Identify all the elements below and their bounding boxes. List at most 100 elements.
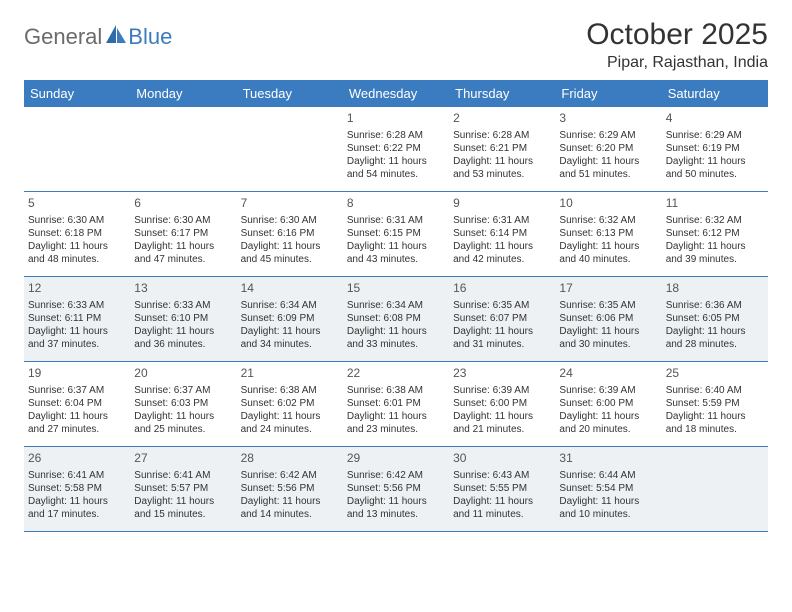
dow-monday: Monday bbox=[130, 80, 236, 107]
day-info-line: and 40 minutes. bbox=[559, 253, 657, 266]
day-cell: 3Sunrise: 6:29 AMSunset: 6:20 PMDaylight… bbox=[555, 107, 661, 191]
day-info-line: Daylight: 11 hours bbox=[453, 155, 551, 168]
day-number: 5 bbox=[28, 196, 126, 212]
brand-sail-icon bbox=[106, 25, 126, 43]
day-number: 6 bbox=[134, 196, 232, 212]
day-info-line: Sunrise: 6:42 AM bbox=[241, 469, 339, 482]
day-info-line: Sunrise: 6:33 AM bbox=[28, 299, 126, 312]
day-number: 24 bbox=[559, 366, 657, 382]
day-info-line: Sunset: 6:17 PM bbox=[134, 227, 232, 240]
day-info-line: Daylight: 11 hours bbox=[134, 240, 232, 253]
day-info-line: Daylight: 11 hours bbox=[559, 240, 657, 253]
day-info-line: and 54 minutes. bbox=[347, 168, 445, 181]
day-info-line: and 47 minutes. bbox=[134, 253, 232, 266]
day-info-line: and 25 minutes. bbox=[134, 423, 232, 436]
day-cell: 12Sunrise: 6:33 AMSunset: 6:11 PMDayligh… bbox=[24, 277, 130, 361]
day-info-line: Sunrise: 6:41 AM bbox=[28, 469, 126, 482]
day-info-line: and 27 minutes. bbox=[28, 423, 126, 436]
day-info-line: and 33 minutes. bbox=[347, 338, 445, 351]
day-info-line: Sunset: 6:21 PM bbox=[453, 142, 551, 155]
day-number: 21 bbox=[241, 366, 339, 382]
day-info-line: Daylight: 11 hours bbox=[28, 240, 126, 253]
day-cell: 27Sunrise: 6:41 AMSunset: 5:57 PMDayligh… bbox=[130, 447, 236, 531]
day-info-line: Sunrise: 6:43 AM bbox=[453, 469, 551, 482]
day-info-line: Daylight: 11 hours bbox=[347, 410, 445, 423]
week-row: 5Sunrise: 6:30 AMSunset: 6:18 PMDaylight… bbox=[24, 192, 768, 277]
day-info-line: and 18 minutes. bbox=[666, 423, 764, 436]
day-info-line: and 30 minutes. bbox=[559, 338, 657, 351]
day-info-line: Daylight: 11 hours bbox=[241, 410, 339, 423]
day-info-line: Daylight: 11 hours bbox=[347, 155, 445, 168]
day-number: 14 bbox=[241, 281, 339, 297]
day-info-line: Daylight: 11 hours bbox=[559, 155, 657, 168]
day-info-line: Daylight: 11 hours bbox=[453, 410, 551, 423]
dow-tuesday: Tuesday bbox=[237, 80, 343, 107]
day-info-line: Sunset: 6:02 PM bbox=[241, 397, 339, 410]
day-cell: 20Sunrise: 6:37 AMSunset: 6:03 PMDayligh… bbox=[130, 362, 236, 446]
day-cell: 5Sunrise: 6:30 AMSunset: 6:18 PMDaylight… bbox=[24, 192, 130, 276]
day-info-line: Sunrise: 6:35 AM bbox=[559, 299, 657, 312]
week-row: 26Sunrise: 6:41 AMSunset: 5:58 PMDayligh… bbox=[24, 447, 768, 532]
day-info-line: Sunset: 5:56 PM bbox=[347, 482, 445, 495]
day-number: 20 bbox=[134, 366, 232, 382]
week-row: 12Sunrise: 6:33 AMSunset: 6:11 PMDayligh… bbox=[24, 277, 768, 362]
day-info-line: Sunset: 6:19 PM bbox=[666, 142, 764, 155]
day-info-line: Daylight: 11 hours bbox=[559, 495, 657, 508]
day-info-line: Sunrise: 6:30 AM bbox=[241, 214, 339, 227]
day-cell: 24 Sunrise: 6:39 AMSunset: 6:00 PMDayligh… bbox=[555, 362, 661, 446]
day-number: 15 bbox=[347, 281, 445, 297]
day-cell bbox=[237, 107, 343, 191]
day-info-line: Sunset: 6:06 PM bbox=[559, 312, 657, 325]
day-info-line: and 53 minutes. bbox=[453, 168, 551, 181]
day-info-line: Daylight: 11 hours bbox=[453, 240, 551, 253]
day-cell: 2Sunrise: 6:28 AMSunset: 6:21 PMDaylight… bbox=[449, 107, 555, 191]
day-info-line: Sunset: 6:20 PM bbox=[559, 142, 657, 155]
day-cell bbox=[24, 107, 130, 191]
day-number: 19 bbox=[28, 366, 126, 382]
day-info-line: Sunset: 6:08 PM bbox=[347, 312, 445, 325]
day-number: 29 bbox=[347, 451, 445, 467]
day-cell: 13Sunrise: 6:33 AMSunset: 6:10 PMDayligh… bbox=[130, 277, 236, 361]
day-info-line: and 50 minutes. bbox=[666, 168, 764, 181]
day-info-line: Daylight: 11 hours bbox=[559, 410, 657, 423]
day-number: 3 bbox=[559, 111, 657, 127]
day-cell bbox=[662, 447, 768, 531]
day-info-line: and 14 minutes. bbox=[241, 508, 339, 521]
day-info-line: Daylight: 11 hours bbox=[559, 325, 657, 338]
day-cell: 9Sunrise: 6:31 AMSunset: 6:14 PMDaylight… bbox=[449, 192, 555, 276]
day-cell: 1Sunrise: 6:28 AMSunset: 6:22 PMDaylight… bbox=[343, 107, 449, 191]
day-number: 31 bbox=[559, 451, 657, 467]
location-label: Pipar, Rajasthan, India bbox=[586, 54, 768, 72]
day-info-line: Daylight: 11 hours bbox=[134, 410, 232, 423]
day-info-line: Sunset: 6:14 PM bbox=[453, 227, 551, 240]
day-cell: 19Sunrise: 6:37 AMSunset: 6:04 PMDayligh… bbox=[24, 362, 130, 446]
day-cell: 31Sunrise: 6:44 AMSunset: 5:54 PMDayligh… bbox=[555, 447, 661, 531]
day-info-line: Sunrise: 6:42 AM bbox=[347, 469, 445, 482]
day-info-line: Daylight: 11 hours bbox=[134, 325, 232, 338]
day-info-line: Sunset: 5:54 PM bbox=[559, 482, 657, 495]
day-info-line: Sunrise: 6:39 AM bbox=[559, 384, 657, 397]
day-info-line: Sunset: 6:00 PM bbox=[559, 397, 657, 410]
day-info-line: Sunrise: 6:35 AM bbox=[453, 299, 551, 312]
day-info-line: Sunset: 6:18 PM bbox=[28, 227, 126, 240]
day-info-line: and 10 minutes. bbox=[559, 508, 657, 521]
day-cell: 15Sunrise: 6:34 AMSunset: 6:08 PMDayligh… bbox=[343, 277, 449, 361]
day-cell: 7Sunrise: 6:30 AMSunset: 6:16 PMDaylight… bbox=[237, 192, 343, 276]
day-info-line: Daylight: 11 hours bbox=[666, 410, 764, 423]
header: General Blue October 2025 Pipar, Rajasth… bbox=[24, 18, 768, 72]
day-number: 8 bbox=[347, 196, 445, 212]
day-info-line: and 48 minutes. bbox=[28, 253, 126, 266]
day-info-line: Daylight: 11 hours bbox=[666, 325, 764, 338]
day-info-line: and 20 minutes. bbox=[559, 423, 657, 436]
day-info-line: Sunrise: 6:38 AM bbox=[241, 384, 339, 397]
day-info-line: and 37 minutes. bbox=[28, 338, 126, 351]
day-info-line: and 23 minutes. bbox=[347, 423, 445, 436]
day-info-line: and 24 minutes. bbox=[241, 423, 339, 436]
day-number: 12 bbox=[28, 281, 126, 297]
day-info-line: Daylight: 11 hours bbox=[666, 155, 764, 168]
page: General Blue October 2025 Pipar, Rajasth… bbox=[0, 0, 792, 532]
day-number: 1 bbox=[347, 111, 445, 127]
day-cell: 14Sunrise: 6:34 AMSunset: 6:09 PMDayligh… bbox=[237, 277, 343, 361]
month-title: October 2025 bbox=[586, 18, 768, 52]
day-info-line: Sunset: 6:03 PM bbox=[134, 397, 232, 410]
